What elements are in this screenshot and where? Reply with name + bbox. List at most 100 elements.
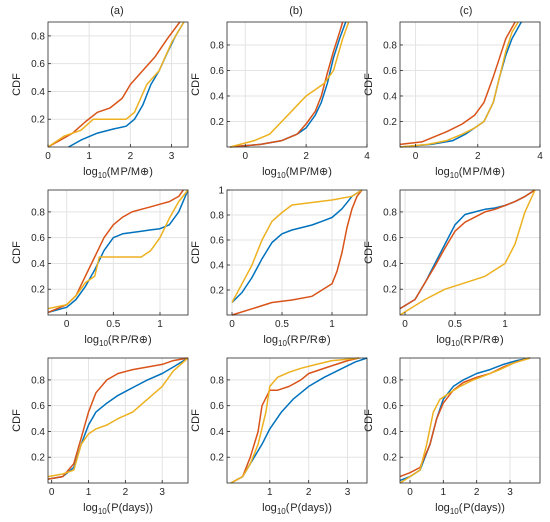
series-line-2 xyxy=(230,357,360,484)
panel-a-mass: 0 1 2 3 0.2 0.4 0.6 0.8 CDF log10(M P/M⊕) xyxy=(11,21,189,180)
series-line-3 xyxy=(399,357,531,484)
axes-box xyxy=(399,189,541,316)
x-tick-label: 3 xyxy=(345,487,351,498)
x-tick-label: 1 xyxy=(441,487,447,498)
x-tick-label: 0 xyxy=(64,319,70,330)
y-axis-label: CDF xyxy=(190,409,202,432)
y-tick-label: 0.4 xyxy=(210,427,224,438)
series-line-3 xyxy=(399,189,536,316)
plot-area xyxy=(48,190,188,315)
y-tick-label: 0.8 xyxy=(31,31,45,42)
panel-c-period: 0 1 2 3 0.2 0.4 0.6 0.8 CDF log10( P(days)) xyxy=(363,357,541,516)
series-line-3 xyxy=(47,357,189,478)
x-tick-label: 1 xyxy=(86,151,92,162)
series-line-3 xyxy=(399,21,519,148)
x-tick-label: 2 xyxy=(123,487,129,498)
panel-b-radius: 0 0.5 1 0.2 0.4 0.6 0.8 1 CDF log10(R P/R⊕) xyxy=(190,186,368,348)
y-tick-label: 0.4 xyxy=(383,259,397,270)
y-axis-label: CDF xyxy=(190,73,202,96)
x-tick-label: 1 xyxy=(157,319,163,330)
series-line-1 xyxy=(231,189,363,304)
y-axis-label: CDF xyxy=(11,73,23,96)
series-line-3 xyxy=(230,357,360,484)
y-tick-label: 0.2 xyxy=(210,453,224,464)
plot-area xyxy=(400,190,540,315)
plot-area xyxy=(227,22,367,147)
axes-box xyxy=(47,357,189,484)
y-tick-label: 0.2 xyxy=(383,285,397,296)
x-axis-label: log10(R P/R⊕) xyxy=(84,334,151,348)
panel-a-period: 0 1 2 3 0.2 0.4 0.6 0.8 CDF log10( P(days)) xyxy=(11,357,189,516)
y-tick-label: 0.4 xyxy=(31,427,45,438)
y-tick-label: 0.2 xyxy=(210,117,224,128)
x-tick-label: 1 xyxy=(329,319,335,330)
y-tick-label: 0.6 xyxy=(210,401,224,412)
y-axis-label: CDF xyxy=(363,241,375,264)
x-tick-label: 1 xyxy=(502,319,508,330)
x-axis-label: log10(M P/M⊕) xyxy=(435,166,505,180)
x-axis-label: log10( P(days)) xyxy=(262,502,332,516)
plot-area xyxy=(400,22,540,147)
y-tick-label: 0.2 xyxy=(31,453,45,464)
axes-box xyxy=(226,357,368,484)
x-tick-label: 4 xyxy=(364,151,370,162)
x-tick-label: 2 xyxy=(303,151,309,162)
y-axis-label: CDF xyxy=(363,409,375,432)
x-tick-label: 4 xyxy=(537,151,543,162)
x-tick-label: 3 xyxy=(507,487,513,498)
x-tick-label: 0 xyxy=(413,151,419,162)
panel-c-radius: 0 0.5 1 0.2 0.4 0.6 0.8 CDF log10(R P/R⊕) xyxy=(363,189,541,348)
x-axis-label: log10(M P/M⊕) xyxy=(83,166,153,180)
plot-area xyxy=(48,358,188,483)
x-tick-label: 0.5 xyxy=(448,319,462,330)
y-tick-label: 0.6 xyxy=(31,59,45,70)
axes-box xyxy=(226,21,368,148)
plot-area xyxy=(227,190,367,315)
series-line-2 xyxy=(399,189,536,310)
y-tick-label: 0.4 xyxy=(210,261,224,272)
column-title-a: (a) xyxy=(110,5,123,17)
y-tick-label: 0.8 xyxy=(31,207,45,218)
y-tick-label: 0.8 xyxy=(210,40,224,51)
series-line-3 xyxy=(47,21,185,148)
y-tick-label: 0.8 xyxy=(383,375,397,386)
x-tick-label: 1 xyxy=(86,487,92,498)
y-tick-label: 0.6 xyxy=(210,66,224,77)
x-tick-label: 0 xyxy=(402,319,408,330)
y-tick-label: 0.8 xyxy=(383,40,397,51)
x-tick-label: 1 xyxy=(267,487,273,498)
series-line-2 xyxy=(47,357,189,480)
axes-box xyxy=(47,21,189,148)
panel-b-period: 1 2 3 0.2 0.4 0.6 0.8 CDF log10( P(days)) xyxy=(190,357,368,516)
series-line-2 xyxy=(47,189,184,314)
x-axis-label: log10(R P/R⊕) xyxy=(263,334,330,348)
y-tick-label: 1 xyxy=(218,186,224,197)
axes-box xyxy=(226,189,368,316)
series-line-3 xyxy=(231,189,363,303)
y-tick-label: 0.8 xyxy=(31,375,45,386)
y-tick-label: 0.6 xyxy=(31,401,45,412)
y-tick-label: 0.6 xyxy=(383,66,397,77)
axes-box xyxy=(47,189,189,316)
y-tick-label: 0.4 xyxy=(31,259,45,270)
y-axis-label: CDF xyxy=(11,241,23,264)
panel-c-mass: 0 2 4 0.2 0.4 0.6 0.8 CDF log10(M P/M⊕) xyxy=(363,21,543,180)
y-tick-label: 0.2 xyxy=(31,115,45,126)
panel-b-mass: 0 2 4 0.2 0.4 0.6 0.8 CDF log10(M P/M⊕) xyxy=(190,21,370,180)
y-tick-label: 0.4 xyxy=(210,91,224,102)
x-tick-label: 2 xyxy=(474,487,480,498)
panels-group: 0 1 2 3 0.2 0.4 0.6 0.8 CDF log10(M P/M⊕) 0 2 4 0.2 0.… xyxy=(11,21,543,516)
x-tick-label: 0 xyxy=(407,487,413,498)
x-axis-label: log10(R P/R⊕) xyxy=(436,334,503,348)
axes-box xyxy=(399,357,541,484)
y-tick-label: 0.6 xyxy=(210,236,224,247)
y-tick-label: 0.8 xyxy=(210,375,224,386)
x-tick-label: 3 xyxy=(169,151,175,162)
column-title-c: (c) xyxy=(460,5,473,17)
x-tick-label: 0.5 xyxy=(106,319,120,330)
x-tick-label: 2 xyxy=(306,487,312,498)
series-line-2 xyxy=(231,189,363,316)
y-tick-label: 0.4 xyxy=(31,87,45,98)
y-tick-label: 0.8 xyxy=(210,211,224,222)
